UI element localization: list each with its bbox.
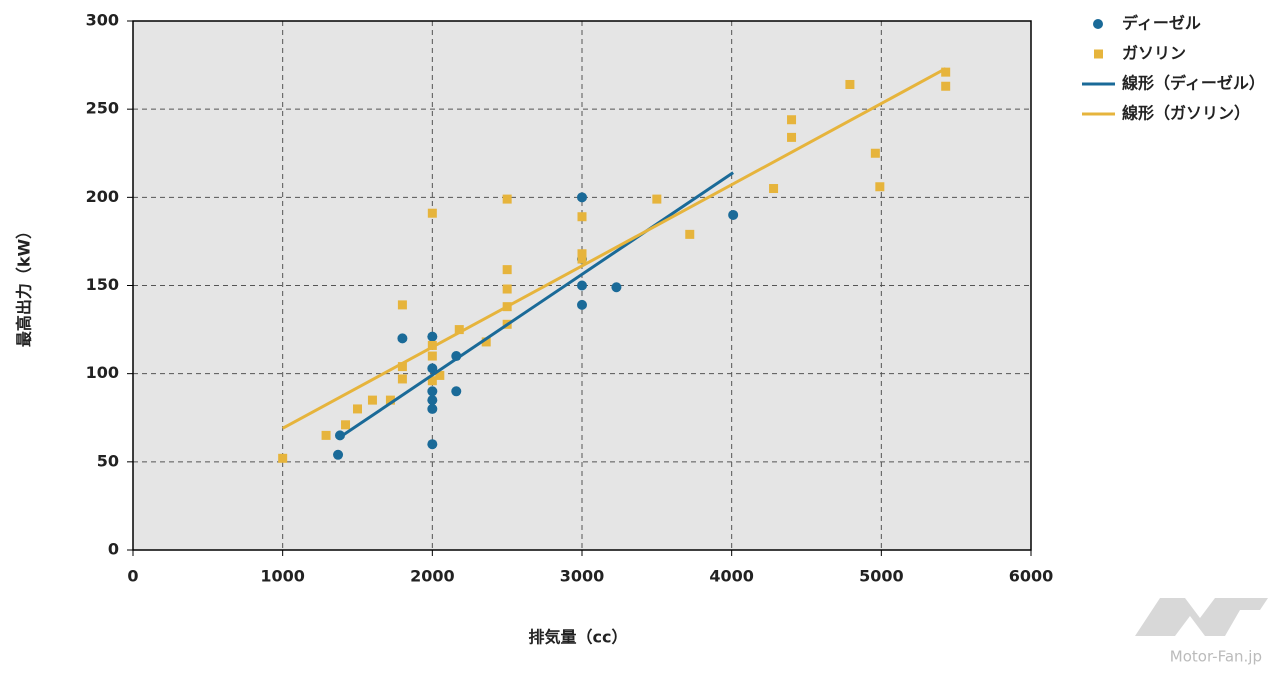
point [427, 351, 437, 361]
x-tick-label: 0 [127, 567, 138, 586]
point [652, 194, 662, 204]
y-tick-label: 50 [97, 451, 119, 470]
point [451, 386, 462, 397]
point [611, 282, 622, 293]
point [577, 212, 587, 222]
x-axis-label: 排気量（cc） [529, 628, 628, 647]
point [385, 395, 395, 405]
point [397, 362, 407, 372]
point [941, 67, 951, 77]
plot-border [132, 20, 1032, 551]
y-tick-label: 200 [86, 187, 119, 206]
point [427, 331, 438, 342]
legend-label: 線形（ディーゼル） [1122, 74, 1265, 93]
point [454, 325, 464, 335]
point [427, 208, 437, 218]
point [577, 299, 587, 310]
point [435, 370, 445, 380]
point [787, 132, 797, 142]
x-tick-label: 2000 [410, 567, 455, 586]
point [278, 453, 288, 463]
y-tick-label: 100 [86, 363, 119, 382]
point [427, 386, 438, 397]
point [728, 209, 739, 220]
point [502, 265, 512, 275]
point [481, 337, 491, 347]
point [941, 81, 951, 91]
point [341, 420, 351, 430]
y-tick-label: 250 [86, 99, 119, 118]
x-tick-label: 1000 [260, 567, 305, 586]
point [577, 254, 587, 264]
point [333, 449, 344, 460]
point [427, 363, 438, 374]
legend-swatch [1093, 19, 1103, 29]
y-tick-label: 300 [86, 11, 119, 30]
watermark: Motor-Fan.jp [1170, 648, 1262, 666]
legend-swatch [1094, 49, 1103, 59]
point [397, 333, 408, 344]
point [769, 184, 779, 194]
point [875, 182, 885, 192]
x-tick-label: 4000 [709, 567, 754, 586]
point [502, 194, 512, 204]
trend-line [339, 171, 735, 439]
point [397, 300, 407, 310]
legend-label: ディーゼル [1122, 14, 1201, 33]
point [427, 395, 438, 406]
logo [1135, 598, 1268, 636]
point [685, 229, 695, 239]
point [353, 404, 362, 414]
point [367, 395, 377, 405]
point [427, 439, 438, 450]
legend-label: ガソリン [1122, 44, 1186, 63]
point [577, 249, 587, 259]
y-axis-label: 最高出力（kW） [15, 223, 34, 347]
point [577, 280, 587, 291]
point [787, 115, 797, 125]
point [502, 284, 512, 294]
point [427, 403, 438, 414]
point [321, 430, 331, 440]
y-tick-label: 0 [108, 540, 119, 559]
x-tick-label: 3000 [560, 567, 605, 586]
x-tick-label: 5000 [859, 567, 904, 586]
point [845, 79, 855, 89]
point [397, 374, 407, 384]
point [870, 148, 880, 158]
trend-line [281, 67, 947, 430]
point [577, 192, 587, 203]
point [427, 376, 437, 386]
y-tick-label: 150 [86, 275, 119, 294]
legend-label: 線形（ガソリン） [1122, 104, 1250, 123]
x-tick-label: 6000 [1009, 567, 1054, 586]
